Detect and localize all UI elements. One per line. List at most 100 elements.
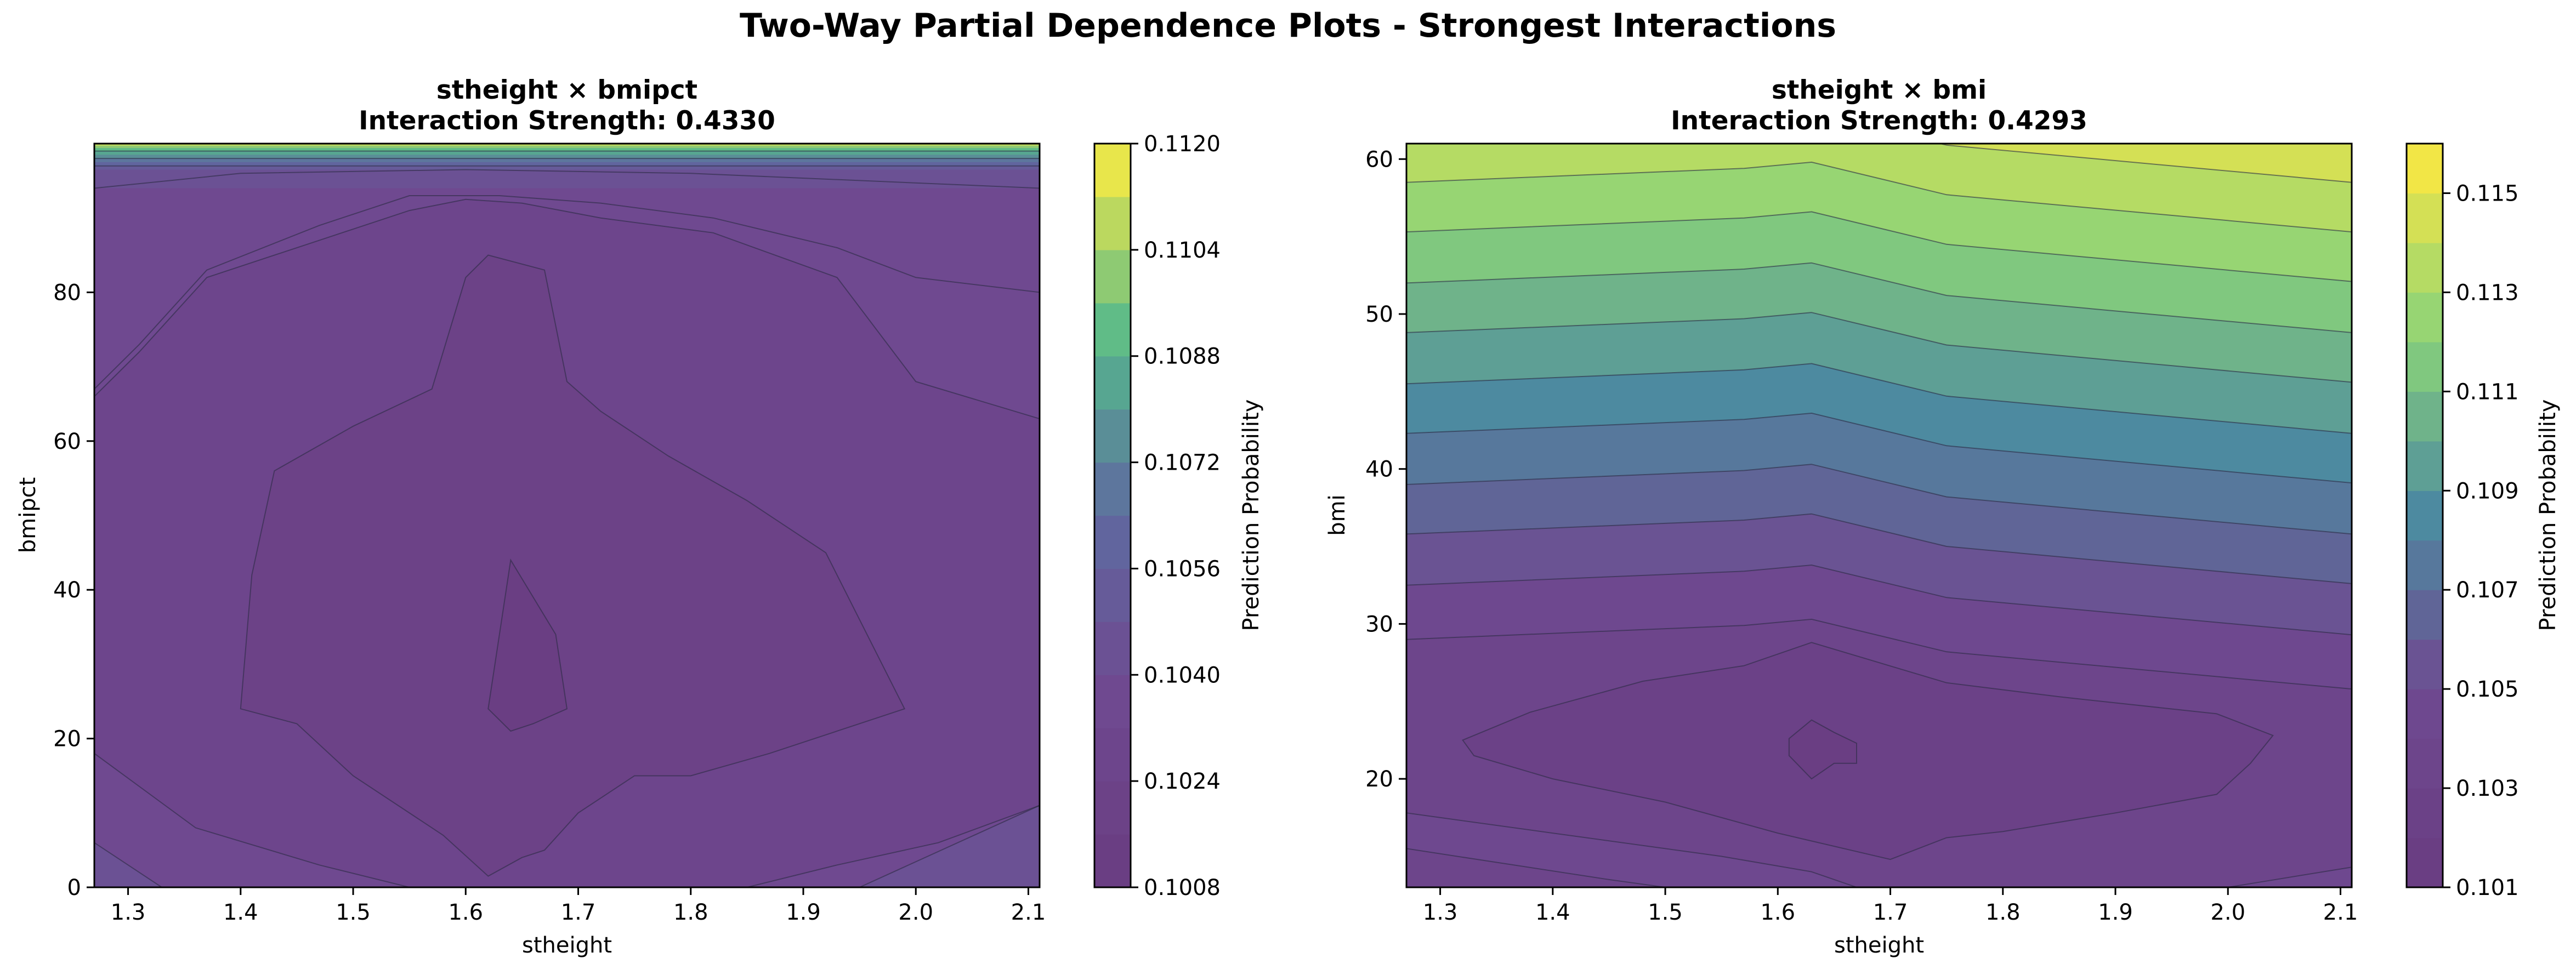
right-colorbar: 0.101 0.103 0.105 0.107 0.109 0.111 0.113 0.115 <box>2405 142 2519 900</box>
colorbar-segment <box>2407 391 2443 442</box>
contour-line <box>1406 161 2352 233</box>
x-tick-label: 2.1 <box>1011 900 1046 925</box>
colorbar-segment <box>1094 568 1131 622</box>
colorbar-segment <box>1094 515 1131 569</box>
contour-line <box>859 805 1040 887</box>
contour-region <box>1406 848 1665 887</box>
colorbar-segment <box>1094 409 1131 463</box>
right-plot-title-line2: Interaction Strength: 0.4293 <box>1671 106 2087 136</box>
left-plot-title-line2: Interaction Strength: 0.4330 <box>359 106 775 136</box>
contour-line <box>1406 262 2352 333</box>
y-tick-label: 20 <box>1365 767 1393 792</box>
colorbar-segment <box>1094 356 1131 410</box>
x-tick-label: 1.8 <box>1985 900 2021 925</box>
colorbar-frame <box>1093 142 1132 888</box>
right-x-axis-label: stheight <box>1834 933 1924 958</box>
colorbar-tick-label: 0.1008 <box>1144 875 1221 900</box>
y-tick-label: 30 <box>1365 612 1393 637</box>
x-tick-label: 2.0 <box>2210 900 2245 925</box>
colorbar-segment <box>2407 441 2443 491</box>
colorbar-tick-label: 0.107 <box>2456 578 2519 603</box>
colorbar-segment <box>2407 689 2443 739</box>
left-x-axis-label: stheight <box>522 933 612 958</box>
contour-line <box>1406 412 2352 484</box>
contour-line <box>1406 312 2352 383</box>
x-tick-label: 2.0 <box>898 900 933 925</box>
y-tick-label: 20 <box>53 727 81 752</box>
y-tick-label: 60 <box>53 429 81 454</box>
colorbar-tick-label: 0.113 <box>2456 280 2519 305</box>
left-x-ticks: 1.3 1.4 1.5 1.6 1.7 1.8 1.9 2.0 2.1 <box>111 887 1046 925</box>
colorbar-tick-label: 0.1104 <box>1144 238 1221 263</box>
y-tick-label: 50 <box>1365 302 1393 327</box>
x-tick-label: 1.5 <box>336 900 371 925</box>
colorbar-segment <box>2407 590 2443 640</box>
colorbar-segment <box>1094 728 1131 782</box>
colorbar-tick-label: 0.1040 <box>1144 663 1221 688</box>
colorbar-segment <box>2407 242 2443 293</box>
colorbar-segment <box>1094 462 1131 516</box>
colorbar-tick-label: 0.1024 <box>1144 769 1221 794</box>
contour-line <box>94 842 162 887</box>
y-tick-label: 60 <box>1365 147 1393 172</box>
contour-line <box>1406 848 1666 887</box>
colorbar-tick-label: 0.115 <box>2456 181 2519 206</box>
right-plot-title-line1: stheight × bmi <box>1772 75 1987 105</box>
left-plot-panel: stheight × bmipct Interaction Strength: … <box>15 75 1264 958</box>
y-tick-label: 0 <box>67 875 81 900</box>
x-tick-label: 1.7 <box>561 900 596 925</box>
colorbar-segment <box>1094 834 1131 888</box>
x-tick-label: 1.4 <box>223 900 258 925</box>
left-y-ticks: 0 20 40 60 80 <box>53 280 94 900</box>
left-y-axis-label: bmipct <box>15 477 41 554</box>
colorbar-segment <box>2407 193 2443 243</box>
contour-region <box>1462 642 2274 860</box>
colorbar-segment <box>2407 540 2443 590</box>
x-tick-label: 2.1 <box>2323 900 2358 925</box>
x-tick-label: 1.9 <box>786 900 821 925</box>
contour-line <box>1406 513 2352 584</box>
contour-region <box>240 254 906 877</box>
colorbar-tick-label: 0.1120 <box>1144 132 1221 157</box>
colorbar-tick-label: 0.101 <box>2456 875 2519 900</box>
colorbar-tick-label: 0.1072 <box>1144 451 1221 476</box>
colorbar-tick-label: 0.111 <box>2456 379 2519 404</box>
left-plot-title-line1: stheight × bmipct <box>436 75 697 105</box>
colorbar-frame <box>2405 142 2444 888</box>
contour-line <box>1406 464 2352 535</box>
colorbar-segment <box>2407 491 2443 541</box>
x-tick-label: 1.3 <box>1423 900 1458 925</box>
contour-region <box>1788 719 1857 780</box>
colorbar-tick-label: 0.103 <box>2456 776 2519 801</box>
contour-line <box>1406 564 2352 636</box>
x-tick-label: 1.9 <box>2098 900 2133 925</box>
y-tick-label: 80 <box>53 280 81 305</box>
x-tick-label: 1.3 <box>111 900 146 925</box>
contour-line <box>2228 866 2352 887</box>
contour-line <box>94 169 1040 189</box>
contour-line <box>1406 363 2352 434</box>
contour-line <box>1406 812 1857 887</box>
left-colorbar: 0.1008 0.1024 0.1040 0.1056 0.1072 0.1088 0.11… <box>1093 132 1221 900</box>
colorbar-segment <box>1094 622 1131 675</box>
contour-line <box>1406 618 2352 690</box>
y-tick-label: 40 <box>1365 457 1393 482</box>
x-tick-label: 1.4 <box>1535 900 1570 925</box>
right-colorbar-label: Prediction Probability <box>2535 400 2561 631</box>
right-y-ticks: 20 30 40 50 60 <box>1365 147 1406 792</box>
left-plot-frame <box>93 142 1041 888</box>
y-tick-label: 40 <box>53 578 81 603</box>
right-plot-panel: stheight × bmi Interaction Strength: 0.4… <box>1325 75 2561 958</box>
colorbar-segment <box>1094 303 1131 357</box>
x-tick-label: 1.8 <box>673 900 708 925</box>
colorbar-tick-label: 0.1056 <box>1144 556 1221 581</box>
right-plot-frame <box>1405 142 2353 888</box>
colorbar-segment <box>2407 144 2443 194</box>
figure-title: Two-Way Partial Dependence Plots - Stron… <box>740 7 1836 45</box>
contour-band <box>94 144 1040 146</box>
right-y-axis-label: bmi <box>1325 494 1350 535</box>
right-plot-area <box>1406 144 2352 887</box>
left-plot-area <box>94 144 1040 887</box>
left-colorbar-label: Prediction Probability <box>1239 400 1264 631</box>
